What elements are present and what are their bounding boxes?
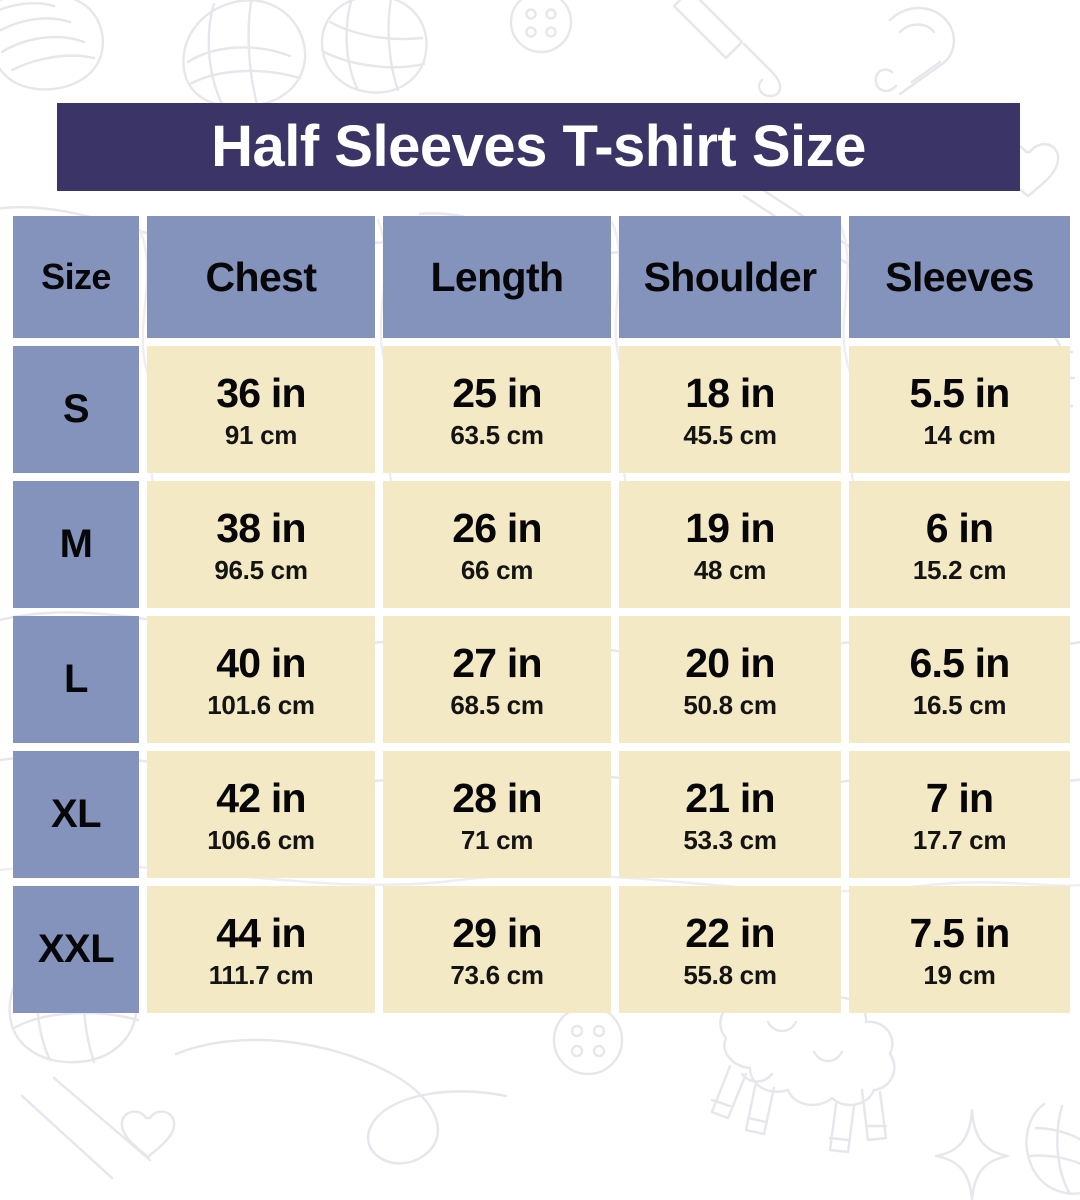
value-centimeters: 66 cm [460,554,534,585]
value-centimeters: 101.6 cm [207,689,315,720]
value-inches: 42 in [216,774,306,821]
value-inches: 20 in [685,639,775,686]
yarn-ball-icon [1025,1102,1080,1196]
value-inches: 18 in [685,369,775,416]
value-inches: 38 in [216,504,306,551]
button-icon [509,0,573,54]
safety-pin-icon [874,6,955,96]
measurement-chest: 36 in 91 cm [147,346,375,473]
table-row: XXL 44 in 111.7 cm 29 in 73.6 cm 22 in 5… [13,886,1070,1013]
value-centimeters: 48 cm [693,554,767,585]
column-header-length: Length [383,216,611,338]
value-inches: 6 in [925,504,994,551]
column-header-shoulder: Shoulder [619,216,841,338]
heart-icon [120,1110,176,1159]
title-banner: Half Sleeves T-shirt Size [57,103,1020,191]
value-inches: 28 in [452,774,542,821]
value-inches: 26 in [452,504,542,551]
measurement-length: 25 in 63.5 cm [383,346,611,473]
value-centimeters: 15.2 cm [912,554,1007,585]
measurement-sleeves: 5.5 in 14 cm [849,346,1070,473]
value-centimeters: 50.8 cm [683,689,777,720]
table-row: M 38 in 96.5 cm 26 in 66 cm 19 in 48 cm … [13,481,1070,608]
yarn-ball-icon [182,0,307,110]
measurement-shoulder: 21 in 53.3 cm [619,751,841,878]
measurement-length: 27 in 68.5 cm [383,616,611,743]
value-inches: 25 in [452,369,542,416]
measurement-chest: 42 in 106.6 cm [147,751,375,878]
value-centimeters: 111.7 cm [208,959,314,990]
measurement-sleeves: 7.5 in 19 cm [849,886,1070,1013]
size-label: L [13,616,139,743]
value-centimeters: 73.6 cm [450,959,544,990]
table-row: L 40 in 101.6 cm 27 in 68.5 cm 20 in 50.… [13,616,1070,743]
value-inches: 22 in [685,909,775,956]
value-centimeters: 45.5 cm [683,419,777,450]
size-label: XXL [13,886,139,1013]
measurement-length: 29 in 73.6 cm [383,886,611,1013]
measurement-sleeves: 6 in 15.2 cm [849,481,1070,608]
column-header-size: Size [13,216,139,338]
measurement-shoulder: 22 in 55.8 cm [619,886,841,1013]
value-centimeters: 71 cm [460,824,534,855]
table-row: S 36 in 91 cm 25 in 63.5 cm 18 in 45.5 c… [13,346,1070,473]
measurement-sleeves: 6.5 in 16.5 cm [849,616,1070,743]
size-label: S [13,346,139,473]
value-inches: 44 in [216,909,306,956]
size-table: Size Chest Length Shoulder Sleeves S 36 … [13,216,1070,1013]
table-header-row: Size Chest Length Shoulder Sleeves [13,216,1070,338]
value-centimeters: 96.5 cm [214,554,308,585]
column-header-chest: Chest [147,216,375,338]
sparkle-icon [934,1108,1010,1200]
value-centimeters: 16.5 cm [912,689,1007,720]
value-centimeters: 17.7 cm [912,824,1007,855]
value-inches: 36 in [216,369,306,416]
value-inches: 6.5 in [909,639,1010,686]
button-icon [552,1004,624,1076]
yarn-ball-icon [320,0,428,94]
value-centimeters: 55.8 cm [683,959,777,990]
measurement-shoulder: 20 in 50.8 cm [619,616,841,743]
value-inches: 5.5 in [909,369,1010,416]
measurement-chest: 44 in 111.7 cm [147,886,375,1013]
value-centimeters: 19 cm [923,959,996,990]
value-inches: 27 in [452,639,542,686]
measurement-chest: 40 in 101.6 cm [147,616,375,743]
measurement-shoulder: 18 in 45.5 cm [619,346,841,473]
crochet-hook-icon [672,0,782,98]
measurement-length: 28 in 71 cm [383,751,611,878]
value-inches: 21 in [685,774,775,821]
size-label: M [13,481,139,608]
page-title: Half Sleeves T-shirt Size [211,114,866,179]
value-inches: 40 in [216,639,306,686]
value-centimeters: 91 cm [224,419,298,450]
value-centimeters: 14 cm [923,419,996,450]
table-row: XL 42 in 106.6 cm 28 in 71 cm 21 in 53.3… [13,751,1070,878]
value-inches: 7 in [925,774,994,821]
value-centimeters: 53.3 cm [683,824,777,855]
value-inches: 19 in [685,504,775,551]
value-centimeters: 63.5 cm [450,419,544,450]
measurement-chest: 38 in 96.5 cm [147,481,375,608]
measurement-length: 26 in 66 cm [383,481,611,608]
value-inches: 29 in [452,909,542,956]
value-centimeters: 68.5 cm [450,689,544,720]
column-header-sleeves: Sleeves [849,216,1070,338]
size-label: XL [13,751,139,878]
yarn-strand-icon [174,1038,508,1165]
measurement-sleeves: 7 in 17.7 cm [849,751,1070,878]
measurement-shoulder: 19 in 48 cm [619,481,841,608]
yarn-ball-icon [0,0,104,91]
value-centimeters: 106.6 cm [207,824,315,855]
value-inches: 7.5 in [909,909,1010,956]
knitting-needles-icon [20,1076,152,1180]
